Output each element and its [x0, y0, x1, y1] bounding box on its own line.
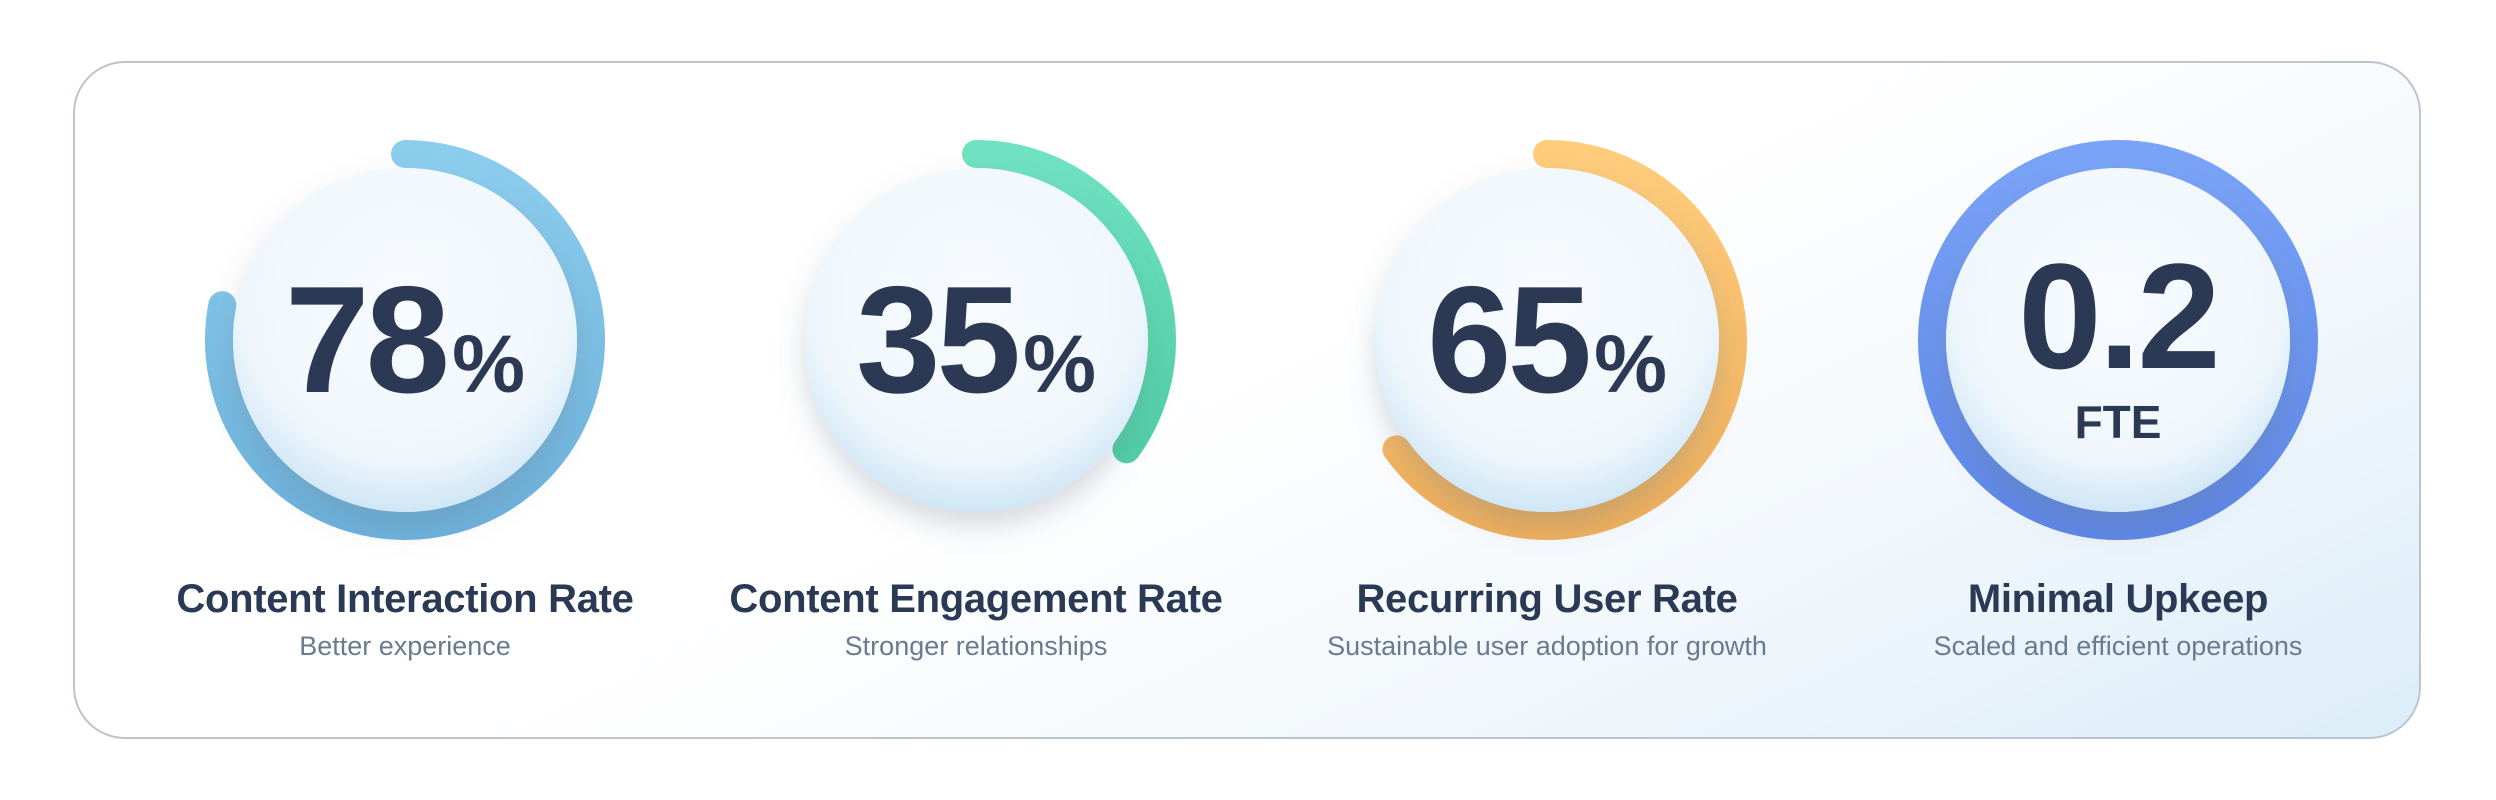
svg-text:65%: 65%: [1427, 255, 1667, 425]
ring-face: [804, 168, 1148, 512]
metric-content-engagement: 35% Content Engagement Rate Stronger rel…: [676, 63, 1276, 737]
metric-subtitle: Scaled and efficient operations: [1933, 631, 2303, 661]
metric-unit: %: [452, 319, 525, 410]
metric-content-interaction: 78% Content Interaction Rate Better expe…: [105, 63, 705, 737]
metric-label: Recurring User Rate: [1356, 577, 1738, 621]
ring-face: [233, 168, 577, 512]
svg-text:78%: 78%: [285, 255, 525, 425]
metric-subtitle: Better experience: [299, 631, 511, 661]
metric-unit: %: [1594, 319, 1667, 410]
metric-value: 78: [285, 255, 446, 425]
metric-recurring-user: 65% Recurring User Rate Sustainable user…: [1247, 63, 1847, 737]
metric-minimal-upkeep: 0.2 FTE Minimal Upkeep Scaled and effici…: [1818, 63, 2418, 737]
progress-ring: 0.2 FTE: [1918, 140, 2318, 541]
progress-arc: [1918, 140, 2318, 541]
progress-arc: [962, 140, 1176, 464]
metric-unit: FTE: [2075, 396, 2162, 448]
progress-ring: 65%: [1375, 140, 1747, 540]
metrics-card: 78% Content Interaction Rate Better expe…: [73, 61, 2421, 739]
metric-subtitle: Stronger relationships: [844, 631, 1108, 661]
progress-arc: [205, 140, 605, 540]
progress-ring: 35%: [804, 140, 1176, 512]
metric-unit: %: [1023, 319, 1096, 410]
metric-value: 35: [856, 255, 1018, 425]
progress-ring: 78%: [205, 140, 605, 540]
progress-arc: [1382, 140, 1747, 540]
metric-value: 0.2: [2018, 232, 2218, 400]
metric-label: Content Interaction Rate: [176, 577, 634, 621]
metric-label: Content Engagement Rate: [729, 577, 1223, 621]
metric-label: Minimal Upkeep: [1967, 577, 2269, 621]
svg-text:35%: 35%: [856, 255, 1096, 425]
metric-value: 65: [1427, 255, 1589, 425]
ring-face: [1375, 168, 1719, 512]
ring-face: [1946, 168, 2290, 512]
metric-subtitle: Sustainable user adoption for growth: [1327, 631, 1767, 661]
